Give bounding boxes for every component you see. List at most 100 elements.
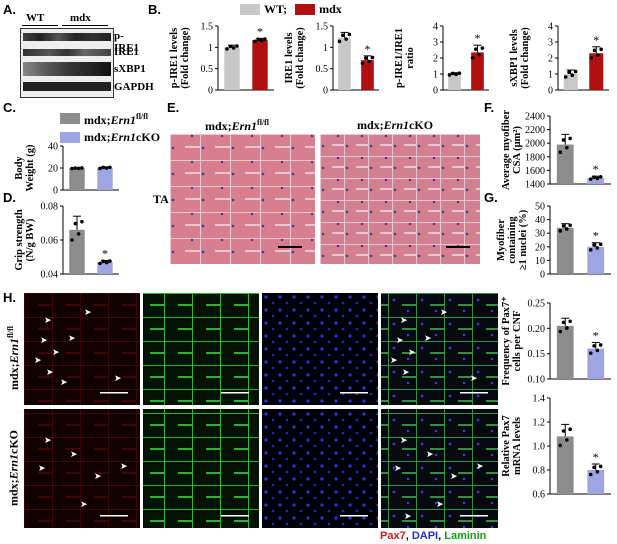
band-label-gapdh: GAPDH: [114, 81, 154, 93]
data-point: [567, 70, 571, 74]
data-point: [568, 319, 572, 324]
y-tick-label: 0.04: [41, 270, 59, 281]
data-point: [337, 39, 342, 44]
histology-image-cko: [320, 134, 480, 264]
panel-label-d: D.: [3, 190, 16, 205]
significance-marker: *: [475, 31, 481, 45]
data-point: [231, 46, 236, 50]
y-axis-label: BodyWeight (g): [14, 144, 36, 191]
y-tick-label: 0: [540, 270, 545, 281]
data-point: [228, 44, 233, 49]
bar: [97, 262, 113, 274]
svg-text:➤: ➤: [52, 347, 60, 357]
svg-text:➤: ➤: [34, 355, 42, 365]
significance-marker: *: [593, 329, 599, 343]
y-axis-label: p-IRE1/IRE1ratio: [394, 28, 416, 88]
data-point: [563, 75, 568, 79]
data-point: [588, 248, 593, 252]
svg-text:➤: ➤: [440, 307, 448, 317]
data-point: [108, 165, 112, 170]
legend-flox-prefix: mdx;: [84, 113, 111, 127]
svg-text:➤: ➤: [38, 463, 46, 473]
y-axis-label: IRE1 levels(Fold change): [284, 27, 306, 89]
svg-text:➤: ➤: [408, 347, 416, 357]
legend-dapi: DAPI: [411, 530, 439, 542]
svg-text:➤: ➤: [68, 333, 76, 343]
y-axis-label: Grip strength(N/g BW): [14, 209, 36, 271]
band-label-ire1: IRE1: [114, 46, 140, 58]
bar: [97, 167, 113, 190]
data-point: [588, 351, 593, 355]
data-point: [595, 176, 600, 181]
legend-pax7: Pax7: [380, 530, 406, 542]
data-point: [263, 37, 267, 41]
histology-image-flox: [170, 134, 315, 264]
data-point: [101, 259, 106, 264]
data-point: [457, 71, 462, 76]
data-point: [592, 465, 596, 470]
svg-text:➤: ➤: [70, 449, 78, 459]
data-point: [565, 227, 569, 231]
data-point: [480, 46, 485, 50]
y-axis-label: Average myofiberCSA (μm²): [501, 110, 523, 190]
y-tick-label: 2200: [525, 125, 545, 136]
y-tick-label: 30: [535, 229, 545, 240]
data-point: [561, 224, 566, 228]
data-point: [104, 166, 109, 170]
legend-flox-sup: fl/fl: [136, 112, 149, 121]
data-point: [474, 47, 478, 51]
data-point: [599, 47, 603, 52]
panel-label-f: F.: [484, 100, 495, 115]
scale-bar: [278, 246, 302, 248]
bar: [589, 53, 604, 90]
data-point: [76, 166, 81, 171]
bar: [69, 229, 85, 274]
significance-marker: *: [102, 246, 108, 260]
data-point: [573, 69, 578, 74]
svg-text:➤: ➤: [396, 335, 404, 345]
data-point: [341, 33, 345, 38]
y-tick-label: 10: [535, 256, 545, 267]
bar: [361, 60, 374, 90]
fluor-tile-merge-flox: [381, 293, 498, 405]
data-point: [598, 242, 603, 247]
legend-laminin: Laminin: [444, 530, 487, 542]
data-point: [592, 48, 597, 53]
svg-text:➤: ➤: [94, 471, 102, 481]
fluor-row1-label: mdx;Ern1fl/fl: [6, 325, 21, 390]
bar: [556, 325, 574, 379]
fluor-tile-pax7-flox: [24, 293, 140, 405]
y-tick-label: 1400: [525, 180, 545, 191]
data-point: [364, 56, 368, 61]
bar: [587, 177, 605, 184]
y-tick-label: 0.10: [528, 375, 546, 386]
svg-text:➤: ➤: [46, 367, 54, 377]
data-point: [595, 348, 600, 353]
data-point: [367, 59, 371, 64]
y-tick-label: 0: [548, 86, 553, 97]
y-tick-label: 0: [53, 186, 58, 197]
data-point: [565, 145, 569, 150]
y-tick-label: 1.0: [533, 442, 546, 453]
y-tick-label: 2: [548, 54, 553, 65]
y-tick-label: 0: [323, 86, 328, 97]
legend-flox-gene: Ern1: [110, 113, 137, 127]
fluor-tile-dapi-cko: [262, 409, 378, 528]
svg-text:➤: ➤: [394, 463, 402, 473]
data-point: [598, 175, 603, 179]
svg-text:➤: ➤: [40, 335, 48, 345]
y-tick-label: 0.25: [528, 299, 546, 310]
y-tick-label: 1.5: [201, 22, 214, 33]
data-point: [588, 472, 593, 477]
legend-cko-gene: Ern1: [110, 130, 137, 144]
data-point: [592, 175, 596, 179]
legend-mdx-label: mdx: [319, 2, 342, 16]
histology-side-label: TA: [153, 192, 169, 206]
panel-label-h: H.: [3, 290, 16, 305]
svg-text:➤: ➤: [60, 377, 68, 387]
significance-marker: *: [257, 24, 263, 38]
bar: [556, 144, 574, 184]
bar: [338, 37, 351, 90]
y-tick-label: 0.6: [533, 490, 546, 501]
data-point: [344, 37, 348, 41]
